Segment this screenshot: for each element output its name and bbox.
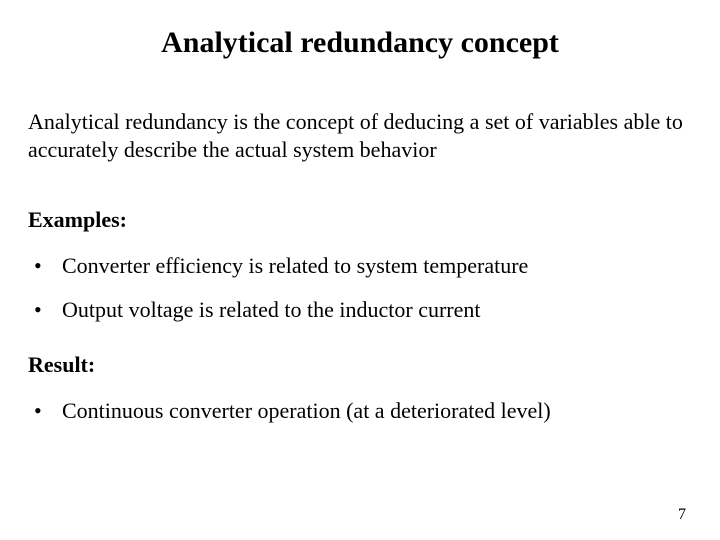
page-number: 7 [678, 506, 686, 524]
examples-list: Converter efficiency is related to syste… [28, 251, 692, 324]
slide: Analytical redundancy concept Analytical… [0, 0, 720, 540]
examples-heading: Examples: [28, 207, 692, 233]
slide-title: Analytical redundancy concept [28, 26, 692, 60]
list-item: Converter efficiency is related to syste… [28, 251, 692, 281]
list-item: Output voltage is related to the inducto… [28, 295, 692, 325]
results-list: Continuous converter operation (at a det… [28, 396, 692, 426]
result-heading: Result: [28, 352, 692, 378]
intro-paragraph: Analytical redundancy is the concept of … [28, 108, 692, 163]
list-item: Continuous converter operation (at a det… [28, 396, 692, 426]
